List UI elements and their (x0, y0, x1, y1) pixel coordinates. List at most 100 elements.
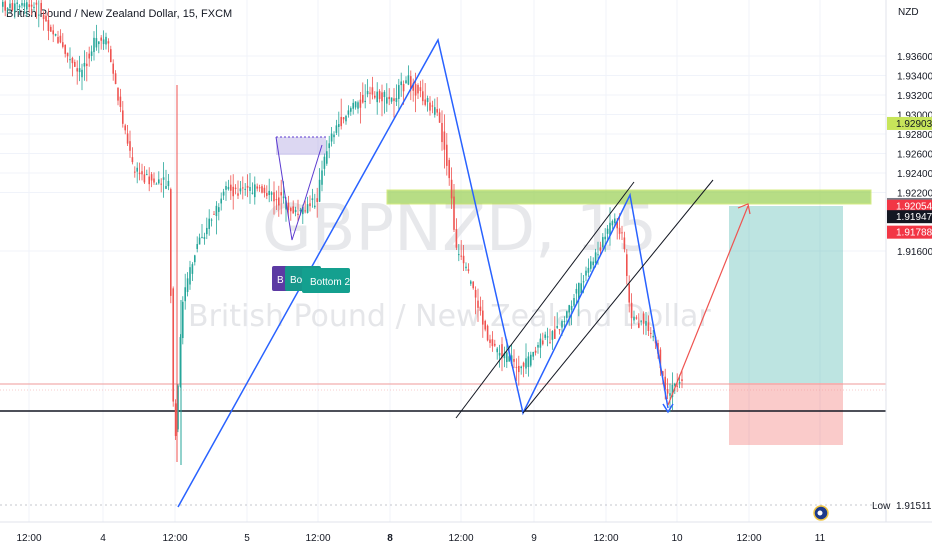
candle (263, 184, 266, 198)
low-label-value: 1.91511 (896, 501, 932, 512)
candle (474, 286, 477, 315)
candle (42, 11, 45, 31)
candle (407, 65, 410, 86)
y-tick-label: 1.92200 (897, 189, 932, 200)
candle (525, 343, 527, 375)
candle (623, 231, 626, 253)
y-tick-label: 1.93000 (897, 111, 932, 122)
candle (386, 83, 388, 112)
candle (143, 166, 146, 185)
candle (333, 131, 335, 144)
candle (119, 88, 122, 113)
currency-label: NZD (898, 7, 919, 18)
candle (443, 114, 446, 169)
candle (602, 233, 604, 249)
candle (124, 123, 126, 135)
candle (587, 258, 590, 278)
candle (136, 162, 138, 184)
candle (383, 90, 386, 114)
x-tick-label: 12:00 (305, 533, 330, 544)
candle (376, 82, 378, 115)
x-tick-label: 5 (244, 533, 250, 544)
x-tick-label: 4 (100, 533, 106, 544)
candle (354, 101, 357, 110)
candle (412, 78, 414, 102)
candle (74, 59, 76, 68)
candle (57, 30, 59, 44)
candle (90, 45, 93, 62)
candle (232, 174, 234, 210)
annotation-bottom-2: Bottom 2 (302, 268, 350, 293)
candle (424, 83, 426, 107)
candle (234, 184, 237, 195)
candle (371, 76, 374, 100)
candle (563, 316, 566, 328)
candle (30, 0, 33, 16)
candle (395, 84, 398, 107)
candle (306, 196, 309, 214)
price-axis: 1.93600 1.93400 1.93200 1.93000 1.92800 1.926… (897, 52, 932, 258)
candle (455, 218, 458, 251)
candle (2, 0, 4, 13)
candle (400, 72, 402, 97)
candle (268, 178, 270, 203)
projection-arrow (667, 205, 749, 406)
candle (117, 87, 119, 106)
candle (436, 97, 438, 117)
candle (352, 99, 354, 115)
candle (35, 0, 38, 19)
candle (350, 106, 352, 116)
candle (441, 110, 443, 151)
candle (126, 125, 129, 146)
candle (186, 272, 189, 297)
candle (225, 181, 227, 201)
candle (50, 24, 52, 32)
svg-text:B: B (277, 275, 284, 286)
candle (338, 111, 340, 137)
candle (83, 50, 86, 81)
x-tick-label: 8 (387, 533, 393, 544)
candle (112, 59, 114, 81)
candle (222, 188, 225, 201)
candle (292, 200, 294, 214)
candle (681, 370, 683, 389)
candle (388, 88, 390, 106)
chart-title: British Pound / New Zealand Dollar, 15, … (6, 8, 232, 20)
candle (38, 0, 40, 28)
candle (446, 133, 448, 176)
candle (580, 272, 582, 294)
candle (374, 91, 376, 100)
candle (287, 195, 290, 218)
candle (98, 41, 100, 54)
candle (16, 0, 18, 11)
candle (62, 33, 64, 49)
candle (390, 97, 393, 104)
price-label-value: 1.91947 (896, 212, 932, 223)
candle (258, 184, 261, 192)
globe-icon[interactable] (813, 505, 829, 521)
candle (314, 193, 316, 209)
candle (633, 310, 635, 324)
candle (532, 351, 534, 361)
candle (297, 199, 299, 222)
candle (230, 175, 232, 200)
candle (345, 114, 347, 125)
candle (155, 182, 158, 185)
candle (162, 162, 165, 198)
candle (604, 228, 606, 252)
candle (381, 84, 383, 117)
candle (33, 2, 35, 12)
candle (419, 80, 422, 98)
candle (551, 330, 554, 350)
candle (650, 327, 652, 339)
y-tick-label: 1.91600 (897, 247, 932, 258)
target-zone (729, 206, 843, 383)
x-tick-label: 11 (815, 533, 826, 544)
candle (465, 262, 467, 272)
candle (52, 24, 54, 43)
svg-text:Bottom 2: Bottom 2 (310, 277, 350, 288)
candle (4, 0, 6, 17)
candle (21, 0, 23, 9)
candle (453, 183, 455, 233)
